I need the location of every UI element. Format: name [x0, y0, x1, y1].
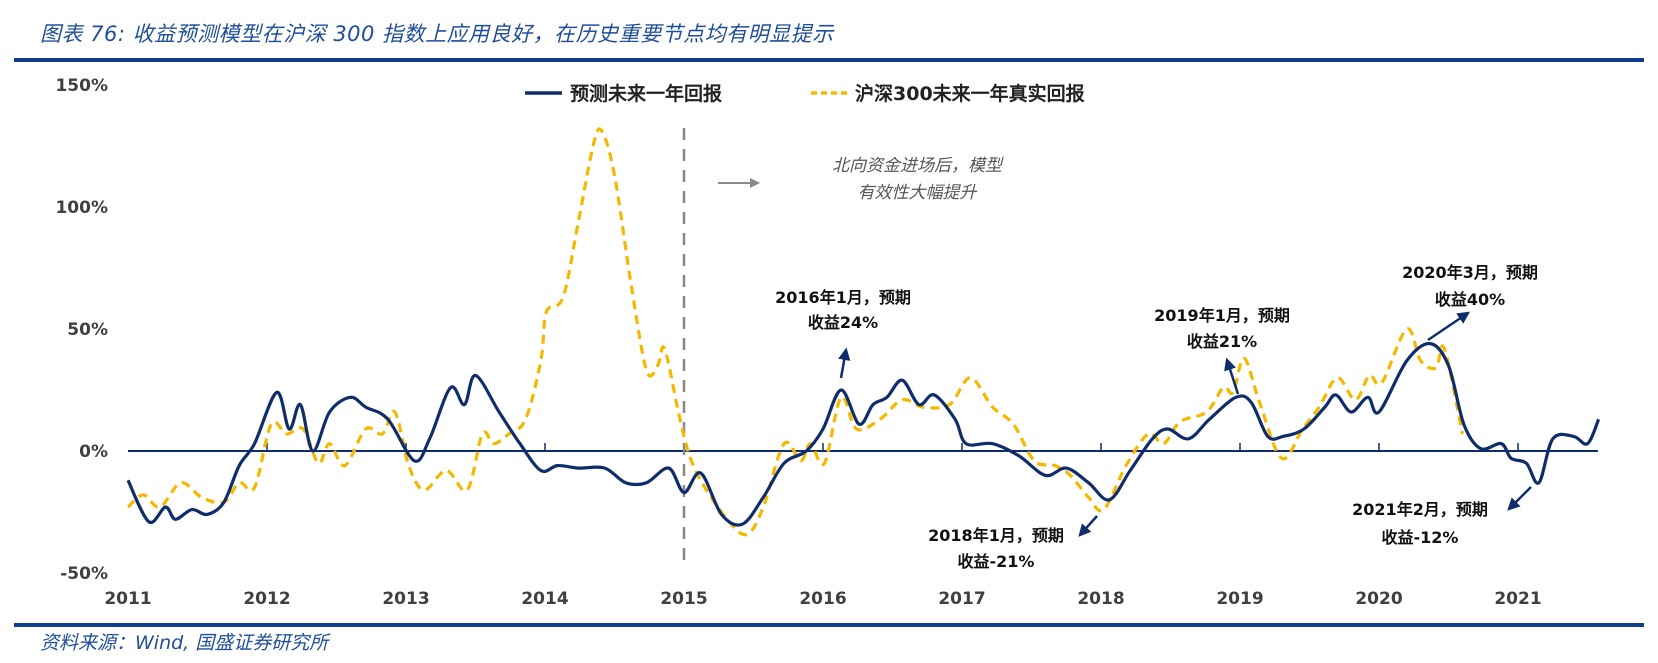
legend: 预测未来一年回报 沪深300未来一年真实回报 [525, 82, 1085, 105]
annotation-arrow [1427, 311, 1471, 342]
x-tick-label: 2015 [660, 589, 707, 609]
y-tick-label: -50% [60, 564, 108, 584]
annotation-text: 收益-21% [958, 552, 1035, 571]
annotation-text: 2020年3月，预期 [1402, 263, 1538, 282]
annotation-arrow [838, 347, 851, 379]
annotation-text: 2016年1月，预期 [775, 288, 911, 307]
y-tick-label: 100% [55, 198, 108, 218]
x-tick-label: 2011 [104, 589, 151, 609]
source-rule [14, 623, 1644, 627]
y-axis: 150% 100% 50% 0% -50% [55, 76, 108, 584]
annotation-2020: 2020年3月，预期 收益40% [1402, 263, 1538, 342]
series-line-forecast [126, 341, 1601, 527]
series-line-actual [126, 127, 1464, 537]
annotation-text: 收益-12% [1382, 528, 1459, 547]
annotation-2021: 2021年2月，预期 收益-12% [1352, 486, 1532, 547]
note-arrow-head [750, 178, 760, 188]
annotation-northbound: 北向资金进场后，模型 有效性大幅提升 [718, 156, 1004, 203]
source-note: 资料来源：Wind, 国盛证券研究所 [40, 632, 329, 654]
x-axis: 2011 2012 2013 2014 2015 2016 2017 2018 2019 2020… [104, 589, 1541, 609]
annotation-2019: 2019年1月，预期 收益21% [1154, 306, 1290, 395]
annotation-2018: 2018年1月，预期 收益-21% [928, 515, 1098, 571]
title-rule [14, 58, 1644, 62]
annotation-arrow [1224, 357, 1240, 395]
annotation-text: 2019年1月，预期 [1154, 306, 1290, 325]
figure-title: 图表 76: 收益预测模型在沪深 300 指数上应用良好，在历史重要节点均有明显… [40, 22, 834, 46]
x-tick-label: 2017 [938, 589, 985, 609]
x-tick-label: 2020 [1355, 589, 1402, 609]
y-tick-label: 0% [79, 442, 108, 462]
y-tick-label: 50% [67, 320, 108, 340]
x-tick-label: 2019 [1216, 589, 1263, 609]
annotation-text: 收益21% [1187, 332, 1257, 351]
annotation-text: 收益40% [1435, 290, 1505, 309]
annotation-text: 2018年1月，预期 [928, 526, 1064, 545]
x-tick-label: 2014 [521, 589, 568, 609]
x-tick-label: 2018 [1077, 589, 1124, 609]
annotation-text: 2021年2月，预期 [1352, 500, 1488, 519]
y-tick-label: 150% [55, 76, 108, 96]
x-tick-label: 2012 [243, 589, 290, 609]
x-tick-label: 2016 [799, 589, 846, 609]
annotation-text: 收益24% [808, 313, 878, 332]
legend-label-actual: 沪深300未来一年真实回报 [855, 82, 1085, 105]
note-line-2: 有效性大幅提升 [858, 183, 979, 203]
note-line-1: 北向资金进场后，模型 [832, 156, 1004, 176]
x-tick-label: 2021 [1494, 589, 1541, 609]
annotation-arrow [1078, 515, 1098, 537]
x-tick-label: 2013 [382, 589, 429, 609]
annotation-arrow [1507, 486, 1532, 511]
x-ticks [266, 443, 1519, 451]
annotation-2016: 2016年1月，预期 收益24% [775, 288, 911, 379]
legend-label-forecast: 预测未来一年回报 [570, 82, 722, 105]
